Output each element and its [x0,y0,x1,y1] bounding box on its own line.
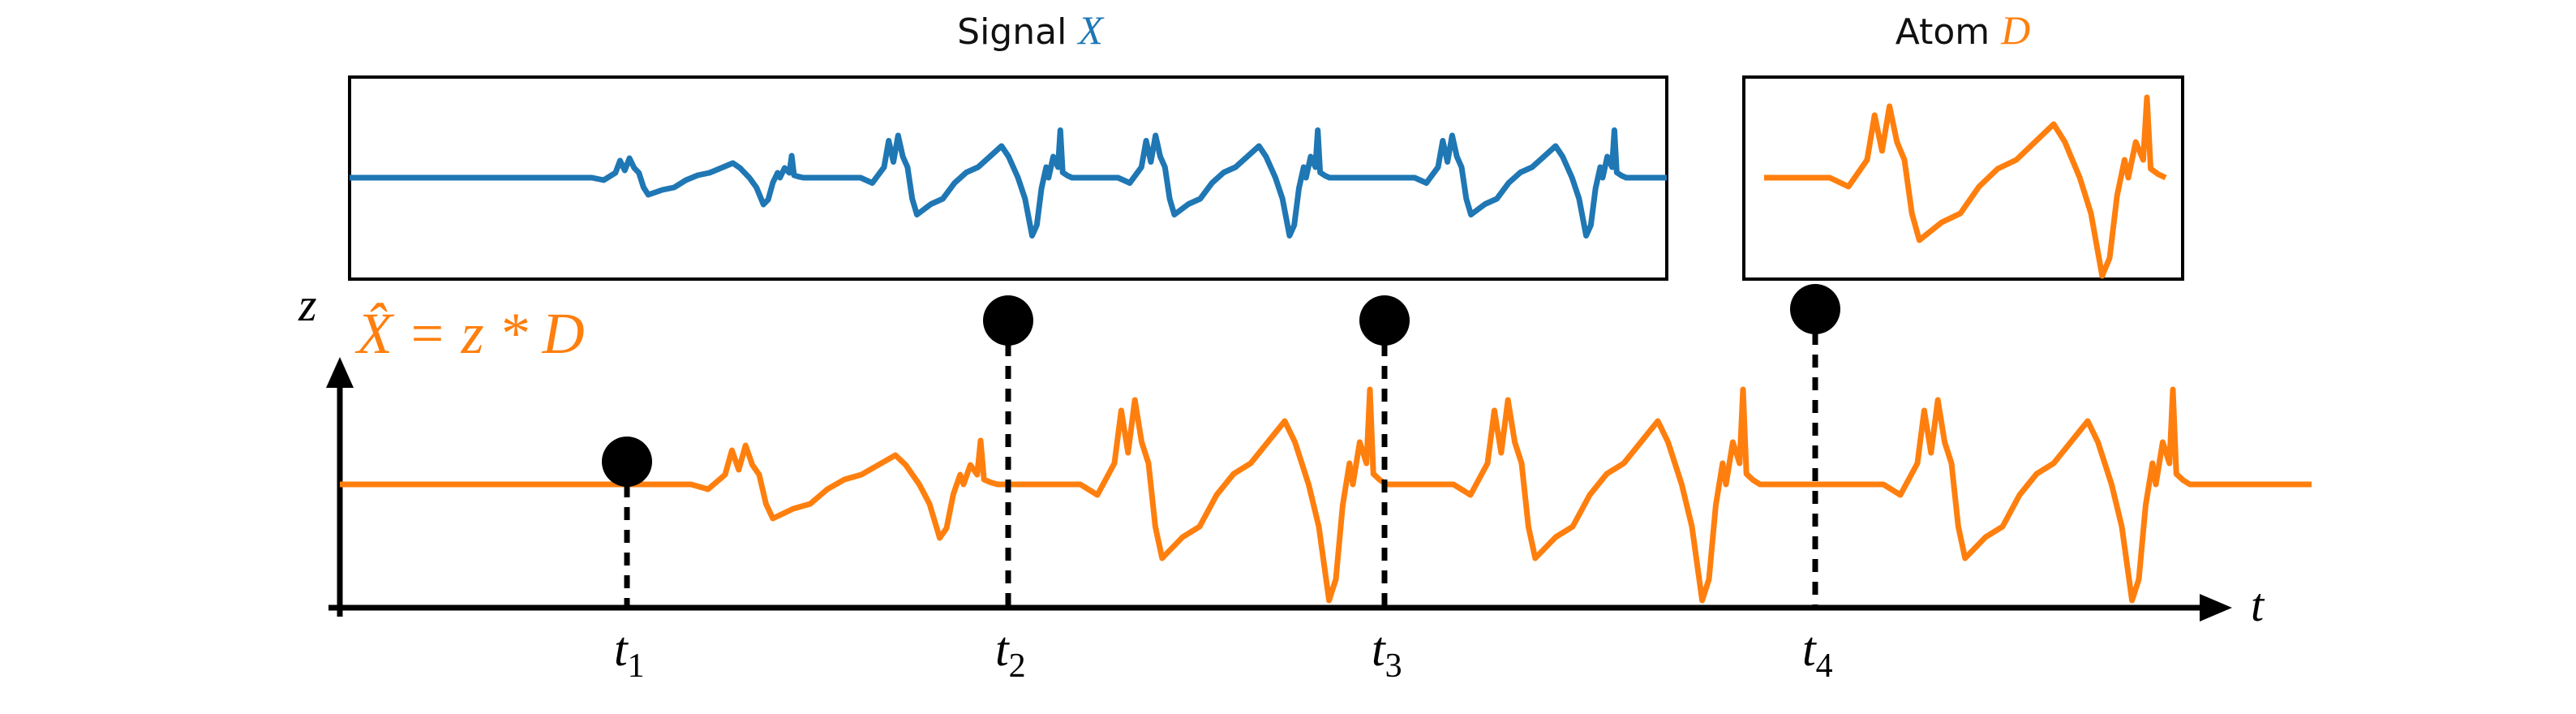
y-arrow [326,357,354,388]
marker-letter: t [1802,622,1817,676]
atom-title: Atom D [1896,7,2030,53]
marker-subscript: 2 [1009,647,1026,685]
signal-label: Signal [957,11,1067,53]
marker-subscript: 1 [628,647,645,685]
markers: t1 t2 t3 t4 [602,284,1840,685]
marker-label: t2 [995,622,1026,685]
marker-label: t1 [614,622,645,685]
signal-title: Signal X [957,7,1105,53]
marker-letter: t [995,622,1010,676]
marker-letter: t [1372,622,1386,676]
atom-wave [1764,94,2167,279]
waveforms [340,94,2312,604]
atom-label: Atom [1896,11,1990,53]
marker-subscript: 3 [1385,647,1402,685]
marker-label: t3 [1372,622,1402,685]
marker-subscript: 4 [1816,647,1833,685]
atom-symbol: D [2000,7,2030,53]
marker-letter: t [614,622,629,676]
reconstruction-wave [340,386,2312,604]
marker-dot [602,437,652,487]
marker-dot [1359,295,1410,346]
marker-label: t4 [1802,622,1833,685]
atom-box [1742,75,2184,281]
y-label: z [298,278,317,331]
signal-wave [350,127,1667,239]
marker-dot [1790,284,1840,334]
x-arrow [2200,594,2232,622]
marker-dot [983,295,1033,346]
signal-symbol: X [1076,7,1105,53]
x-label: t [2251,579,2265,631]
formula: X̂ = z * D [354,301,585,366]
